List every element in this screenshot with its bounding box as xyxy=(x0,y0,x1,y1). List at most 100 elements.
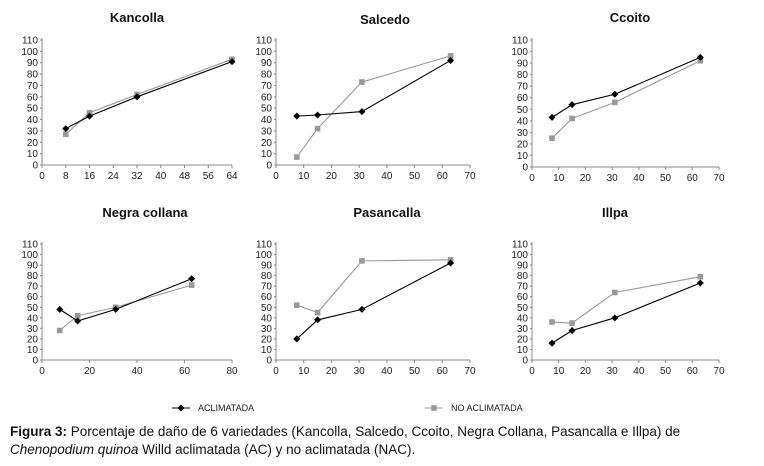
y-tick-label-illpa: 110 xyxy=(512,240,528,251)
x-tick-label-illpa: 60 xyxy=(687,366,699,377)
y-tick-label-salcedo: 100 xyxy=(255,47,272,58)
chart-title-illpa: Illpa xyxy=(602,205,629,220)
data-point-aclimatada-salcedo xyxy=(293,112,301,120)
series-line-no-aclimatada-kancolla xyxy=(65,58,233,135)
y-tick-label-illpa: 90 xyxy=(517,261,529,272)
y-tick-label-ccoito: 50 xyxy=(517,105,529,116)
chart-title-negra-collana: Negra collana xyxy=(102,205,188,220)
y-tick-label-pasancalla: 60 xyxy=(261,292,273,303)
y-tick-label-salcedo: 70 xyxy=(261,81,273,92)
figure-caption: Figura 3: Porcentaje de daño de 6 varied… xyxy=(10,423,760,459)
y-tick-label-illpa: 30 xyxy=(517,324,529,335)
x-tick-label-negra-collana: 80 xyxy=(226,366,238,377)
data-point-no-aclimatada-negra-collana xyxy=(57,327,63,334)
data-point-aclimatada-kancolla xyxy=(86,112,93,120)
data-point-aclimatada-illpa xyxy=(696,279,704,287)
y-tick-label-pasancalla: 40 xyxy=(261,313,273,324)
x-tick-label-negra-collana: 40 xyxy=(131,366,143,377)
y-tick-label-negra-collana: 30 xyxy=(27,324,39,335)
x-tick-label-negra-collana: 0 xyxy=(39,366,45,377)
y-tick-label-kancolla: 100 xyxy=(21,47,38,58)
x-tick-label-ccoito: 40 xyxy=(633,173,645,184)
y-tick-label-negra-collana: 10 xyxy=(27,345,39,356)
data-point-aclimatada-pasancalla xyxy=(447,259,455,267)
y-tick-label-salcedo: 10 xyxy=(261,149,273,160)
chart-title-pasancalla: Pasancalla xyxy=(353,205,421,220)
x-tick-label-negra-collana: 20 xyxy=(84,366,96,377)
x-tick-label-pasancalla: 60 xyxy=(437,366,449,377)
x-tick-label-kancolla: 24 xyxy=(108,171,120,182)
x-tick-label-ccoito: 60 xyxy=(687,173,699,184)
x-tick-label-illpa: 50 xyxy=(660,366,672,377)
y-tick-label-negra-collana: 0 xyxy=(32,356,38,367)
x-tick-label-ccoito: 20 xyxy=(580,173,592,184)
y-tick-label-kancolla: 50 xyxy=(27,104,39,115)
y-tick-label-negra-collana: 50 xyxy=(27,303,39,314)
y-tick-label-ccoito: 90 xyxy=(517,59,529,70)
data-point-aclimatada-salcedo xyxy=(314,111,322,119)
y-tick-label-salcedo: 60 xyxy=(261,92,273,103)
y-tick-label-negra-collana: 80 xyxy=(27,271,39,282)
y-tick-label-salcedo: 0 xyxy=(266,161,272,172)
data-point-aclimatada-salcedo xyxy=(358,108,366,116)
series-line-no-aclimatada-pasancalla xyxy=(296,259,451,314)
x-tick-label-salcedo: 60 xyxy=(437,171,449,182)
y-tick-label-negra-collana: 40 xyxy=(27,313,39,324)
data-point-no-aclimatada-salcedo xyxy=(314,125,321,132)
series-line-aclimatada-ccoito xyxy=(551,56,701,118)
x-tick-label-salcedo: 0 xyxy=(273,171,279,182)
y-tick-label-pasancalla: 90 xyxy=(261,261,273,272)
y-tick-label-pasancalla: 70 xyxy=(261,282,273,293)
x-tick-label-ccoito: 30 xyxy=(607,173,619,184)
y-tick-label-negra-collana: 100 xyxy=(21,250,38,261)
y-tick-label-ccoito: 0 xyxy=(522,163,528,174)
caption-text-1: Porcentaje de daño de 6 variedades (Kanc… xyxy=(67,424,681,439)
y-tick-label-kancolla: 40 xyxy=(27,115,39,126)
data-point-no-aclimatada-illpa xyxy=(697,273,704,280)
data-point-aclimatada-pasancalla xyxy=(293,335,301,343)
data-point-aclimatada-illpa xyxy=(568,326,576,334)
x-tick-label-ccoito: 0 xyxy=(529,173,535,184)
x-tick-label-kancolla: 56 xyxy=(203,171,215,182)
y-tick-label-pasancalla: 80 xyxy=(261,271,273,282)
series-line-aclimatada-illpa xyxy=(551,282,701,344)
x-tick-label-illpa: 0 xyxy=(529,366,535,377)
y-tick-label-salcedo: 110 xyxy=(256,36,272,47)
data-point-no-aclimatada-salcedo xyxy=(447,53,454,59)
data-point-aclimatada-ccoito xyxy=(548,113,556,121)
y-tick-label-kancolla: 10 xyxy=(27,149,39,160)
data-point-no-aclimatada-pasancalla xyxy=(293,302,300,308)
legend-label-no-aclimatada: NO ACLIMATADA xyxy=(451,403,523,413)
y-tick-label-pasancalla: 50 xyxy=(261,303,273,314)
data-point-no-aclimatada-ccoito xyxy=(569,115,575,122)
data-point-aclimatada-kancolla xyxy=(228,58,236,66)
y-tick-label-pasancalla: 0 xyxy=(266,356,272,367)
x-tick-label-salcedo: 40 xyxy=(381,171,393,182)
y-tick-label-ccoito: 30 xyxy=(517,128,529,139)
x-tick-label-illpa: 30 xyxy=(607,366,619,377)
y-tick-label-illpa: 60 xyxy=(517,292,529,303)
legend: ACLIMATADA NO ACLIMATADA xyxy=(172,403,523,413)
y-tick-label-ccoito: 20 xyxy=(517,139,529,150)
y-tick-label-negra-collana: 90 xyxy=(27,261,39,272)
y-tick-label-pasancalla: 110 xyxy=(256,240,272,251)
series-line-no-aclimatada-negra-collana xyxy=(59,284,192,331)
x-tick-label-salcedo: 50 xyxy=(409,171,421,182)
x-tick-label-pasancalla: 50 xyxy=(409,366,421,377)
y-tick-label-ccoito: 40 xyxy=(517,116,529,127)
data-point-aclimatada-illpa xyxy=(611,314,619,322)
y-tick-label-illpa: 0 xyxy=(522,356,528,367)
chart-title-ccoito: Ccoito xyxy=(610,10,651,25)
x-tick-label-pasancalla: 10 xyxy=(298,366,310,377)
chart-title-salcedo: Salcedo xyxy=(360,12,410,27)
y-tick-label-illpa: 80 xyxy=(517,271,529,282)
legend-marker-aclimatada xyxy=(177,404,185,412)
y-tick-label-salcedo: 80 xyxy=(261,70,273,81)
data-point-no-aclimatada-pasancalla xyxy=(314,309,321,316)
legend-marker-no-aclimatada xyxy=(431,405,437,411)
series-line-no-aclimatada-salcedo xyxy=(296,55,451,158)
y-tick-label-kancolla: 0 xyxy=(32,161,38,172)
